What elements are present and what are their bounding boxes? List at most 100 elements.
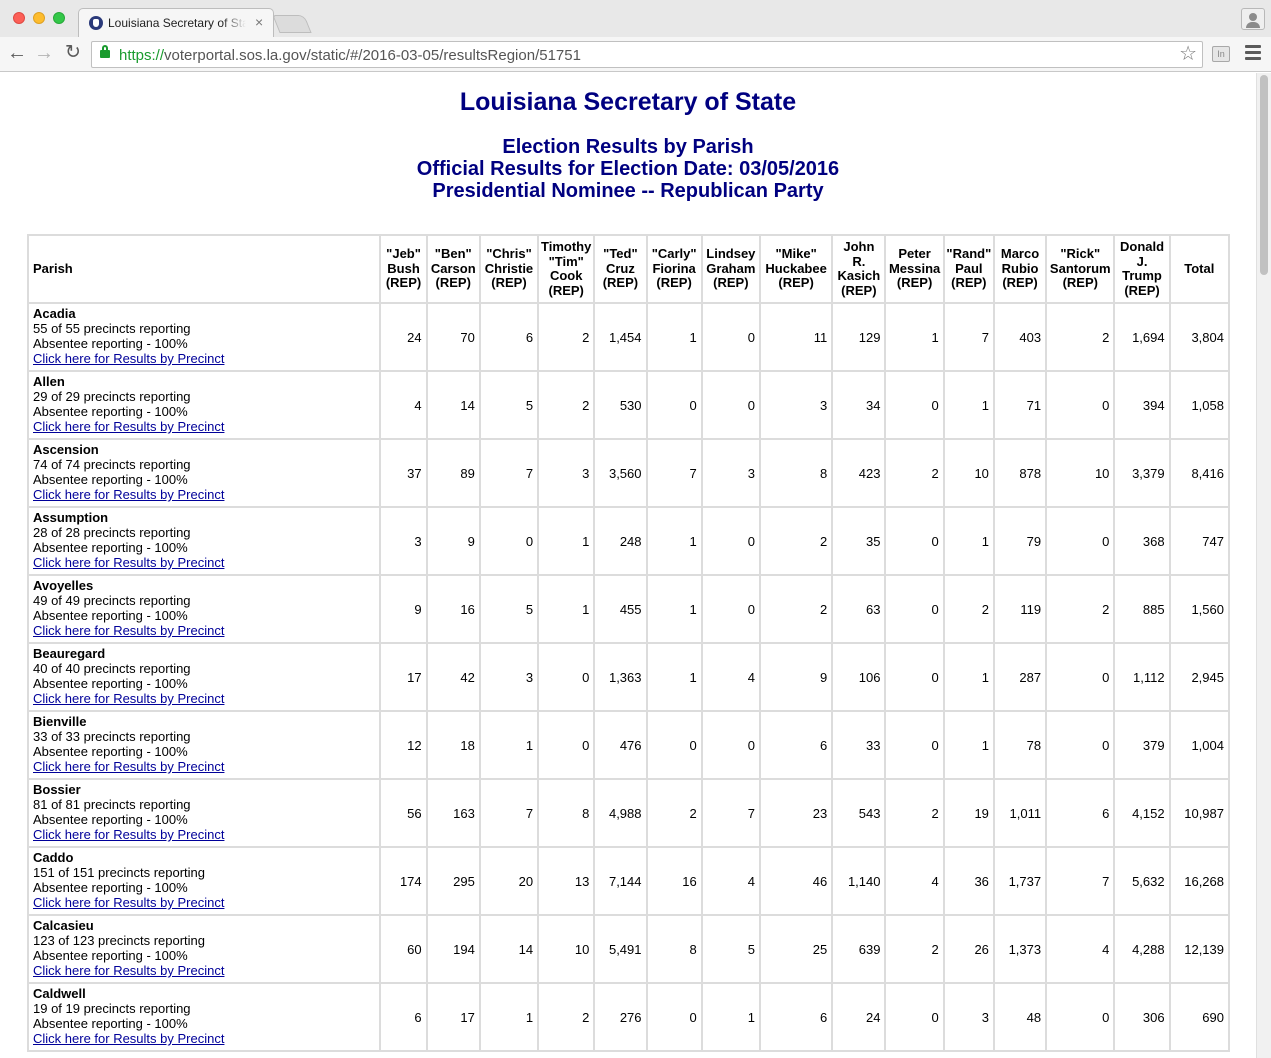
parish-row: Allen 29 of 29 precincts reporting Absente… <box>26 370 1231 440</box>
url-text[interactable]: https://voterportal.sos.la.gov/static/#/… <box>119 47 581 64</box>
vote-count-cell: 2 <box>884 778 945 848</box>
vote-count-cell: 8 <box>537 778 596 848</box>
reload-icon[interactable]: ↻ <box>65 42 81 63</box>
vote-count-cell: 16 <box>425 574 481 644</box>
vote-count-cell: 878 <box>992 438 1048 508</box>
vote-count-cell: 368 <box>1113 506 1171 576</box>
vote-count-cell: 6 <box>758 982 834 1052</box>
parish-row: Beauregard 40 of 40 precincts reporting Ab… <box>26 642 1231 712</box>
vote-count-cell: 1 <box>884 302 945 372</box>
candidate-header-line: Timothy <box>541 239 592 254</box>
precinct-results-link[interactable]: Click here for Results by Precinct <box>33 419 225 434</box>
browser-tab-active[interactable]: Louisiana Secretary of State × <box>78 8 274 37</box>
candidate-header-line: (REP) <box>656 275 692 291</box>
parish-name: Avoyelles <box>33 578 94 593</box>
precinct-results-link[interactable]: Click here for Results by Precinct <box>33 759 225 774</box>
parish-cell: Caldwell 19 of 19 precincts reporting Abse… <box>26 982 382 1052</box>
candidate-column-header: Donald J. Trump (REP) <box>1113 234 1171 304</box>
vote-count-cell: 9 <box>379 574 428 644</box>
lock-icon <box>100 45 110 58</box>
page-scrollbar[interactable] <box>1256 73 1271 1058</box>
new-tab-button[interactable] <box>272 15 312 33</box>
vote-count-cell: 71 <box>992 370 1048 440</box>
precincts-reporting: 19 of 19 precincts reporting <box>33 1001 191 1016</box>
parish-cell: Allen 29 of 29 precincts reporting Absente… <box>26 370 382 440</box>
vote-count-cell: 3 <box>379 506 428 576</box>
parish-cell: Ascension 74 of 74 precincts reporting Abs… <box>26 438 382 508</box>
extension-icon[interactable]: In <box>1212 46 1230 62</box>
scrollbar-thumb[interactable] <box>1260 75 1268 275</box>
vote-count-cell: 1,112 <box>1113 642 1171 712</box>
page-title: Louisiana Secretary of State <box>459 88 797 116</box>
precinct-results-link[interactable]: Click here for Results by Precinct <box>33 895 225 910</box>
menu-icon[interactable] <box>1245 45 1261 63</box>
vote-count-cell: 1 <box>537 506 596 576</box>
vote-count-cell: 2 <box>758 574 834 644</box>
absentee-reporting: Absentee reporting - 100% <box>33 472 188 487</box>
parish-name: Bienville <box>33 714 87 729</box>
vote-count-cell: 0 <box>884 710 945 780</box>
vote-count-cell: 46 <box>758 846 834 916</box>
candidate-header-line: (REP) <box>602 275 639 291</box>
vote-count-cell: 379 <box>1113 710 1171 780</box>
candidate-header-line: Donald <box>1119 239 1165 254</box>
vote-count-cell: 14 <box>425 370 481 440</box>
vote-count-cell: 17 <box>425 982 481 1052</box>
vote-count-cell: 3 <box>758 370 834 440</box>
vote-count-cell: 7,144 <box>593 846 648 916</box>
vote-count-cell: 0 <box>645 710 703 780</box>
precinct-results-link[interactable]: Click here for Results by Precinct <box>33 555 225 570</box>
precinct-results-link[interactable]: Click here for Results by Precinct <box>33 827 225 842</box>
vote-count-cell: 2 <box>942 574 995 644</box>
candidate-header-line: "Carly" <box>651 246 697 262</box>
parish-cell: Assumption 28 of 28 precincts reporting Ab… <box>26 506 382 576</box>
vote-count-cell: 36 <box>942 846 995 916</box>
window-maximize-button[interactable] <box>53 12 65 24</box>
page-subtitle-race: Presidential Nominee -- Republican Party <box>432 180 824 202</box>
precinct-results-link[interactable]: Click here for Results by Precinct <box>33 691 225 706</box>
bookmark-star-icon[interactable]: ☆ <box>1179 43 1197 65</box>
vote-count-cell: 1 <box>700 982 761 1052</box>
precinct-results-link[interactable]: Click here for Results by Precinct <box>33 351 225 366</box>
candidate-header-line: Trump <box>1122 268 1162 283</box>
vote-count-cell: 455 <box>593 574 648 644</box>
vote-count-cell: 1 <box>537 574 596 644</box>
parish-row: Acadia 55 of 55 precincts reporting Absent… <box>26 302 1231 372</box>
candidate-header-line: (REP) <box>713 275 749 291</box>
vote-count-cell: 3 <box>700 438 761 508</box>
absentee-reporting: Absentee reporting - 100% <box>33 1016 188 1031</box>
parish-cell: Beauregard 40 of 40 precincts reporting Ab… <box>26 642 382 712</box>
vote-count-cell: 48 <box>992 982 1048 1052</box>
precinct-results-link[interactable]: Click here for Results by Precinct <box>33 487 225 502</box>
vote-count-cell: 0 <box>700 302 761 372</box>
precincts-reporting: 55 of 55 precincts reporting <box>33 321 191 336</box>
window-close-button[interactable] <box>13 12 25 24</box>
back-arrow-icon[interactable]: ← <box>7 42 27 64</box>
candidate-header-line: Carson <box>430 260 476 276</box>
vote-count-cell: 1 <box>478 710 540 780</box>
precincts-reporting: 74 of 74 precincts reporting <box>33 457 191 472</box>
parish-cell: Bossier 81 of 81 precincts reporting Absen… <box>26 778 382 848</box>
total-column-header: Total <box>1168 234 1231 304</box>
vote-count-cell: 3 <box>537 438 596 508</box>
precinct-results-link[interactable]: Click here for Results by Precinct <box>33 963 225 978</box>
parish-cell: Acadia 55 of 55 precincts reporting Absent… <box>26 302 382 372</box>
tab-close-icon[interactable]: × <box>255 14 264 30</box>
vote-count-cell: 0 <box>700 574 761 644</box>
forward-arrow-icon[interactable]: → <box>34 42 54 64</box>
vote-count-cell: 1 <box>942 506 995 576</box>
vote-count-cell: 18 <box>425 710 481 780</box>
candidate-header-line: Bush <box>387 260 420 276</box>
candidate-header-line: Peter <box>898 246 931 262</box>
precinct-results-link[interactable]: Click here for Results by Precinct <box>33 623 225 638</box>
address-bar[interactable]: https://voterportal.sos.la.gov/static/#/… <box>91 41 1203 68</box>
vote-count-cell: 6 <box>1045 778 1116 848</box>
profile-icon[interactable] <box>1241 8 1265 30</box>
window-minimize-button[interactable] <box>33 12 45 24</box>
vote-count-cell: 24 <box>831 982 887 1052</box>
parish-name: Calcasieu <box>33 918 94 933</box>
vote-count-cell: 11 <box>758 302 834 372</box>
precinct-results-link[interactable]: Click here for Results by Precinct <box>33 1031 225 1046</box>
precincts-reporting: 33 of 33 precincts reporting <box>33 729 191 744</box>
candidate-header-line: (REP) <box>1124 282 1160 298</box>
